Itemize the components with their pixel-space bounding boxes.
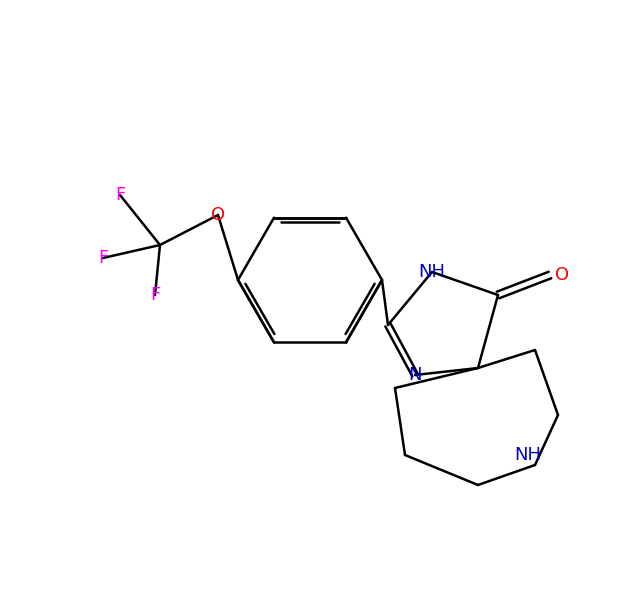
Text: F: F xyxy=(150,286,160,304)
Text: O: O xyxy=(555,266,569,284)
Text: O: O xyxy=(211,206,225,224)
Text: NH: NH xyxy=(514,446,542,464)
Text: NH: NH xyxy=(418,263,446,281)
Text: N: N xyxy=(408,366,422,384)
Text: F: F xyxy=(115,186,125,204)
Text: F: F xyxy=(98,249,108,267)
